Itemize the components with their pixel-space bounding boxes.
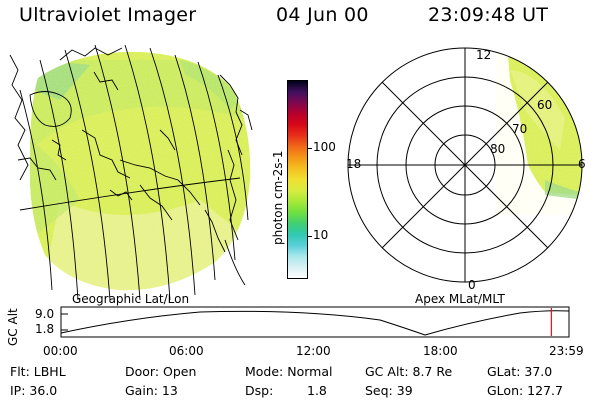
filter-readout: Flt: LBHL (10, 364, 66, 379)
altitude-curve (60, 310, 570, 336)
mlt-label-0: 0 (468, 278, 476, 292)
date-label: 04 Jun 00 (276, 4, 369, 26)
dsp-label: Dsp: (245, 383, 274, 398)
left-panel-label: Geographic Lat/Lon (72, 292, 190, 306)
mlt-label-12: 12 (476, 48, 492, 62)
glon-readout: GLon: 127.7 (487, 383, 563, 398)
timeline-xlabel-1200: 12:00 (296, 344, 331, 358)
instrument-title: Ultraviolet Imager (19, 4, 197, 26)
mlt-label-18: 18 (346, 157, 362, 171)
timeline-xlabel-0600: 06:00 (169, 344, 204, 358)
polar-grid (347, 47, 583, 283)
timeline-xlabel-2359: 23:59 (549, 344, 584, 358)
uv-image-globe (29, 51, 251, 291)
timeline-xlabel-0000: 00:00 (43, 344, 78, 358)
timeline-ylabel-1: 1.8 (35, 322, 55, 336)
colorbar-label: photon cm-2s-1 (271, 150, 285, 246)
mode-readout: Mode: Normal (245, 364, 333, 379)
timeline-frame (60, 306, 570, 338)
mlt-label-6: 6 (578, 157, 586, 171)
colorbar (287, 80, 308, 279)
door-readout: Door: Open (125, 364, 197, 379)
mlat-label-80: 80 (490, 142, 506, 156)
ip-readout: IP: 36.0 (10, 383, 58, 398)
colorbar-tick-10: 10 (313, 228, 329, 242)
timeline-axis-title: GC Alt (6, 308, 20, 346)
mlat-label-70: 70 (512, 122, 528, 136)
coastlines (9, 47, 253, 253)
meridian-lines (19, 44, 249, 301)
gain-readout: Gain: 13 (125, 383, 178, 398)
mlat-label-60: 60 (537, 98, 553, 112)
time-label: 23:09:48 UT (428, 4, 549, 26)
colorbar-tickmark-100 (307, 148, 312, 149)
colorbar-tickmark-10 (307, 236, 312, 237)
timeline-ylabel-9: 9.0 (35, 307, 55, 321)
glat-readout: GLat: 37.0 (487, 364, 553, 379)
colorbar-tick-100: 100 (313, 140, 336, 154)
right-panel-label: Apex MLat/MLT (415, 292, 505, 306)
dsp-value: 1.8 (307, 383, 327, 398)
timeline-xlabel-1800: 18:00 (423, 344, 458, 358)
seq-readout: Seq: 39 (365, 383, 413, 398)
gc-alt-readout: GC Alt: 8.7 Re (365, 364, 453, 379)
